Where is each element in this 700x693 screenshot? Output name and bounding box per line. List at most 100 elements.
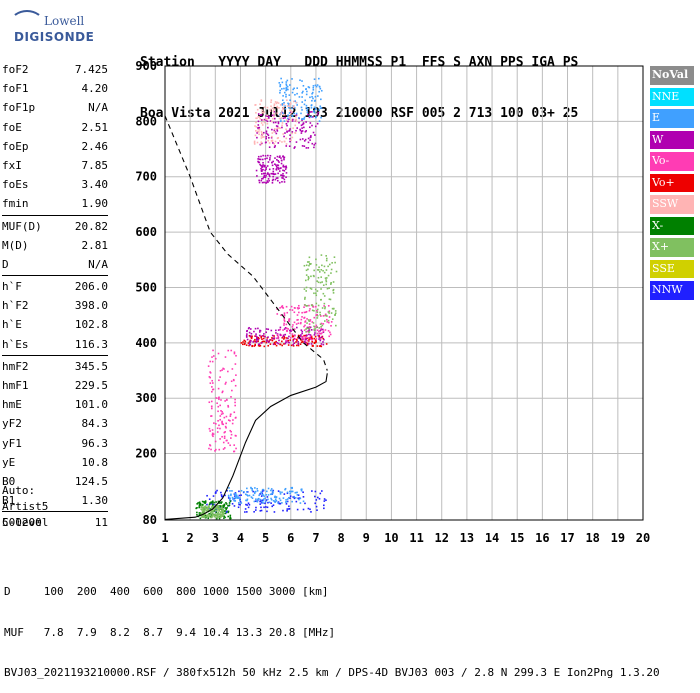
param-value: 3.40	[81, 178, 109, 192]
param-value: 116.3	[74, 337, 108, 351]
echo-point	[307, 147, 310, 149]
echo-point	[299, 502, 302, 504]
echo-point	[312, 116, 314, 118]
echo-point	[290, 344, 293, 347]
echo-point	[223, 416, 226, 419]
echo-point	[283, 343, 285, 345]
echo-point	[289, 109, 291, 112]
echo-point	[211, 513, 214, 516]
x-tick-label: 10	[384, 531, 398, 545]
echo-point	[202, 506, 204, 509]
echo-point	[281, 177, 283, 179]
echo-point	[285, 499, 287, 501]
echo-point	[265, 174, 267, 177]
echo-point	[263, 121, 266, 124]
echo-point	[308, 320, 310, 322]
echo-point	[316, 496, 319, 499]
echo-point	[283, 322, 285, 325]
echo-point	[229, 516, 232, 518]
echo-point	[325, 277, 328, 279]
echo-point	[273, 117, 276, 120]
echo-point	[266, 106, 269, 109]
param-value: 2.81	[81, 238, 109, 252]
echo-point	[278, 181, 281, 184]
echo-point	[309, 508, 311, 511]
echo-point	[287, 102, 289, 105]
echo-point	[280, 77, 282, 80]
echo-point	[229, 429, 232, 432]
x-tick-label: 20	[636, 531, 650, 545]
echo-point	[254, 509, 257, 511]
echo-point	[212, 495, 215, 497]
echo-point	[284, 487, 287, 490]
echo-point	[288, 329, 291, 332]
echo-point	[276, 334, 279, 336]
echo-point	[257, 338, 260, 341]
echo-point	[279, 127, 281, 129]
echo-point	[222, 510, 225, 512]
param-separator	[2, 275, 108, 277]
echo-point	[312, 97, 314, 100]
echo-point	[283, 120, 286, 122]
echo-point	[292, 88, 294, 91]
echo-point	[258, 158, 261, 161]
echo-point	[270, 329, 273, 332]
param-value: 102.8	[74, 318, 108, 332]
echo-point	[204, 513, 207, 515]
param-row: foEs 3.40	[2, 175, 108, 194]
echo-point	[263, 106, 266, 109]
echo-point	[285, 503, 288, 505]
legend-item: Vo-	[650, 152, 694, 171]
echo-point	[308, 323, 311, 325]
echo-point	[200, 512, 203, 515]
echo-point	[316, 314, 319, 317]
echo-point	[319, 105, 322, 108]
echo-point	[246, 494, 248, 496]
echo-point	[328, 287, 330, 289]
echo-point	[292, 127, 294, 129]
echo-point	[221, 435, 223, 438]
echo-point	[286, 498, 289, 500]
echo-point	[313, 337, 316, 340]
echo-point	[269, 110, 272, 112]
echo-point	[225, 502, 227, 504]
echo-point	[309, 334, 312, 336]
echo-point	[239, 500, 242, 503]
echo-point	[308, 115, 311, 118]
echo-point	[285, 305, 288, 308]
echo-point	[231, 496, 234, 499]
echo-point	[271, 139, 274, 142]
echo-point	[271, 334, 274, 337]
echo-point	[310, 116, 313, 118]
echo-point	[284, 326, 287, 329]
echo-point	[211, 386, 213, 388]
echo-point	[250, 337, 253, 339]
echo-point	[314, 95, 317, 98]
echo-point	[296, 87, 298, 89]
echo-point	[272, 110, 275, 112]
echo-point	[317, 281, 320, 284]
param-value: 398.0	[74, 299, 108, 313]
echo-point	[256, 336, 258, 338]
echo-point	[277, 329, 280, 331]
echo-cluster	[240, 334, 328, 348]
echo-point	[230, 396, 232, 398]
echo-point	[260, 342, 263, 344]
echo-point	[270, 489, 272, 492]
echo-point	[299, 138, 302, 141]
echo-point	[309, 308, 311, 310]
echo-point	[219, 516, 222, 518]
echo-point	[198, 502, 201, 504]
echo-point	[288, 118, 290, 121]
echo-point	[313, 111, 316, 114]
echo-point	[246, 329, 248, 332]
echo-point	[261, 500, 263, 503]
echo-point	[330, 312, 333, 314]
param-row: D N/A	[2, 255, 108, 274]
echo-point	[328, 312, 330, 314]
echo-point	[267, 154, 269, 157]
echo-point	[210, 405, 213, 408]
echo-point	[296, 319, 298, 321]
echo-point	[246, 338, 249, 341]
echo-point	[319, 323, 322, 325]
